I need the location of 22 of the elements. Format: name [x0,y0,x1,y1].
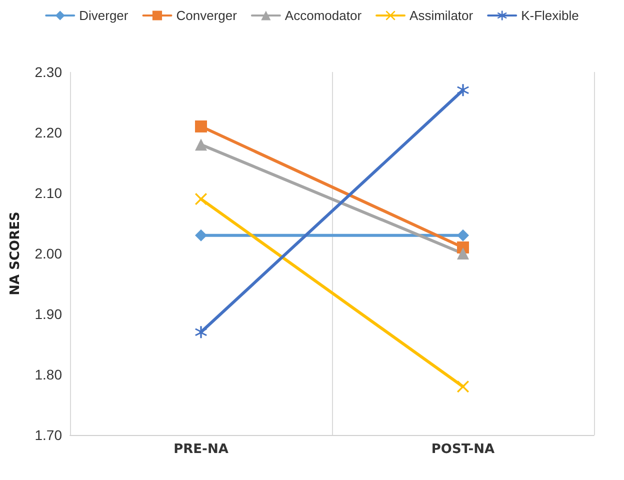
legend-label: K-Flexible [521,8,579,23]
y-tick-label: 1.70 [34,427,62,443]
y-tick-label: 1.80 [34,366,62,382]
y-tick-label: 2.20 [34,124,62,140]
x-tick-label: PRE-NA [174,442,228,457]
y-tick-label: 2.00 [34,246,62,262]
y-tick-label: 2.30 [34,64,62,80]
y-axis-title: NA SCORES [8,212,23,296]
legend-label: Converger [176,8,238,23]
legend-label: Assimilator [410,8,474,23]
point [195,229,207,242]
y-tick-label: 1.90 [34,306,62,322]
legend-label: Accomodator [284,8,362,23]
point [457,84,469,96]
y-tick-label: 2.10 [34,185,62,201]
legend-label: Diverger [79,8,129,23]
x-tick-label: POST-NA [431,442,495,457]
point [457,380,469,393]
point [457,229,469,242]
point [195,193,207,206]
point [195,326,207,338]
point [195,120,207,132]
